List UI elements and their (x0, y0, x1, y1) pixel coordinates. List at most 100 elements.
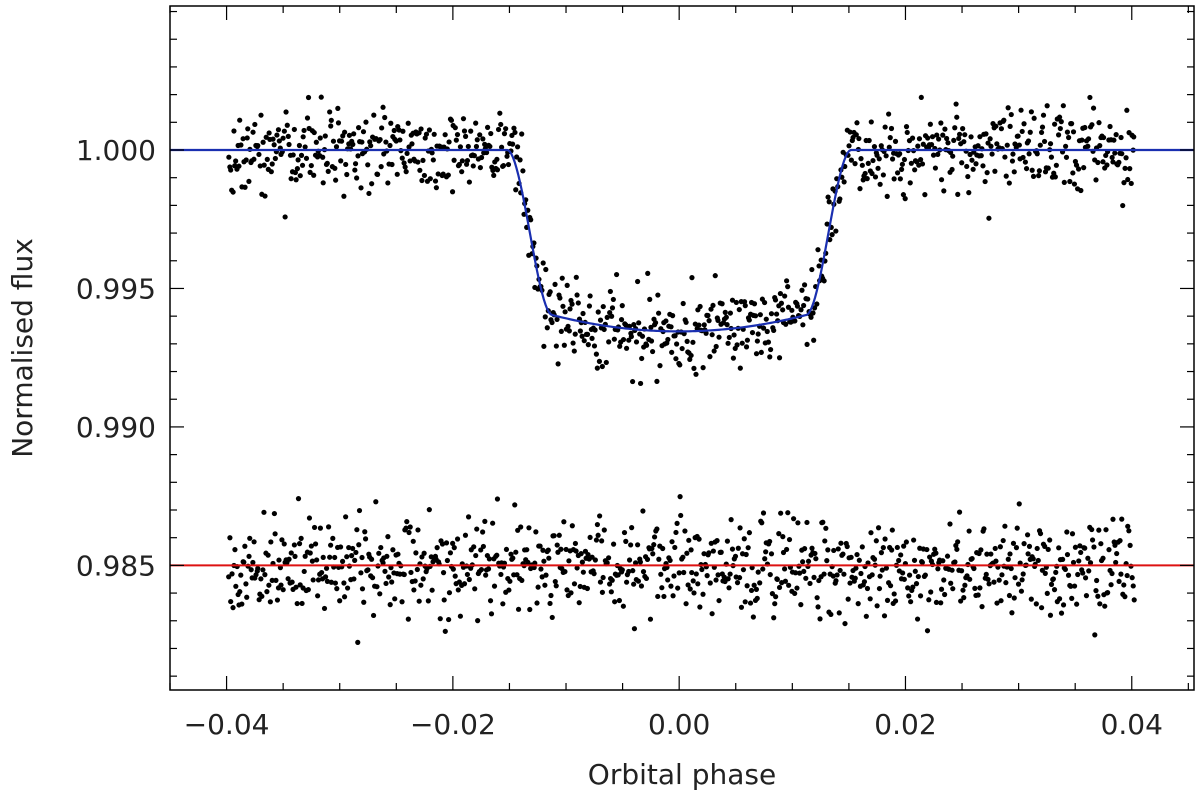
data-point (341, 594, 348, 600)
data-point (585, 342, 591, 348)
data-point (753, 351, 760, 357)
data-point (442, 628, 448, 634)
data-point (599, 363, 605, 370)
data-point (330, 138, 337, 144)
data-point (1051, 587, 1058, 593)
data-point (908, 160, 914, 166)
data-point (388, 120, 394, 126)
data-point (412, 578, 418, 584)
data-point (630, 378, 636, 385)
data-point (973, 161, 979, 167)
data-point (419, 177, 425, 184)
data-point (882, 124, 888, 130)
data-point (777, 290, 784, 297)
data-point (714, 538, 720, 544)
data-point (538, 566, 544, 572)
data-point (484, 124, 491, 130)
data-point (601, 527, 607, 533)
data-point (382, 568, 388, 574)
data-point (593, 537, 600, 543)
data-point (473, 552, 479, 559)
data-point (722, 309, 728, 315)
data-point (1044, 590, 1050, 596)
data-point (313, 139, 319, 145)
data-point (1060, 556, 1066, 563)
data-point (618, 316, 625, 323)
data-point (637, 380, 644, 387)
data-point (892, 598, 899, 604)
data-point (656, 310, 662, 316)
data-point (732, 553, 739, 559)
data-point (1030, 173, 1037, 179)
data-point (655, 593, 661, 600)
data-point (1014, 525, 1020, 531)
data-point (1089, 537, 1096, 543)
data-point (1035, 557, 1041, 564)
data-point (991, 579, 997, 585)
data-point (592, 327, 598, 333)
data-point (860, 177, 866, 183)
data-point (1047, 141, 1054, 147)
data-point (466, 179, 472, 185)
data-point (274, 132, 280, 138)
data-point (977, 134, 983, 140)
data-point (494, 156, 500, 162)
data-point (236, 163, 242, 169)
data-point (501, 131, 508, 137)
data-point (1069, 595, 1075, 601)
data-point (953, 101, 959, 107)
data-point (799, 287, 805, 293)
data-point (871, 144, 878, 150)
data-point (404, 150, 410, 156)
data-point (566, 558, 572, 564)
data-point (824, 558, 830, 564)
data-point (599, 589, 606, 595)
data-point (459, 158, 465, 164)
data-point (275, 127, 282, 133)
data-point (535, 584, 541, 590)
data-point (964, 163, 970, 170)
data-point (345, 585, 351, 591)
data-point (426, 127, 433, 133)
data-point (369, 181, 375, 187)
data-point (233, 583, 239, 589)
data-point (842, 620, 848, 627)
data-point (298, 535, 304, 541)
data-point (333, 177, 339, 183)
data-point (518, 524, 524, 530)
data-point (731, 332, 737, 338)
data-point (477, 164, 483, 171)
data-point (1076, 558, 1082, 564)
data-point (780, 307, 786, 313)
data-point (1016, 142, 1022, 148)
data-point (564, 587, 570, 593)
data-point (962, 132, 968, 138)
data-point (464, 157, 471, 164)
data-point (309, 558, 315, 564)
data-point (377, 591, 383, 597)
data-point (606, 555, 612, 561)
data-point (572, 331, 578, 337)
data-point (226, 574, 232, 580)
data-point (349, 553, 355, 559)
data-point (1097, 143, 1103, 149)
data-point (514, 154, 520, 160)
data-point (687, 586, 693, 592)
data-point (891, 591, 897, 597)
data-point (975, 592, 981, 598)
data-point (715, 317, 721, 323)
data-point (378, 544, 384, 551)
data-point (992, 168, 998, 174)
data-point (801, 282, 808, 288)
data-point (982, 178, 988, 185)
data-point (460, 116, 467, 122)
data-point (1047, 612, 1054, 618)
data-point (889, 527, 895, 533)
data-point (967, 151, 973, 158)
data-point (611, 336, 617, 342)
data-point (344, 171, 350, 178)
data-point (674, 520, 680, 526)
data-point (578, 551, 584, 557)
data-point (449, 189, 456, 195)
data-point (288, 176, 294, 182)
